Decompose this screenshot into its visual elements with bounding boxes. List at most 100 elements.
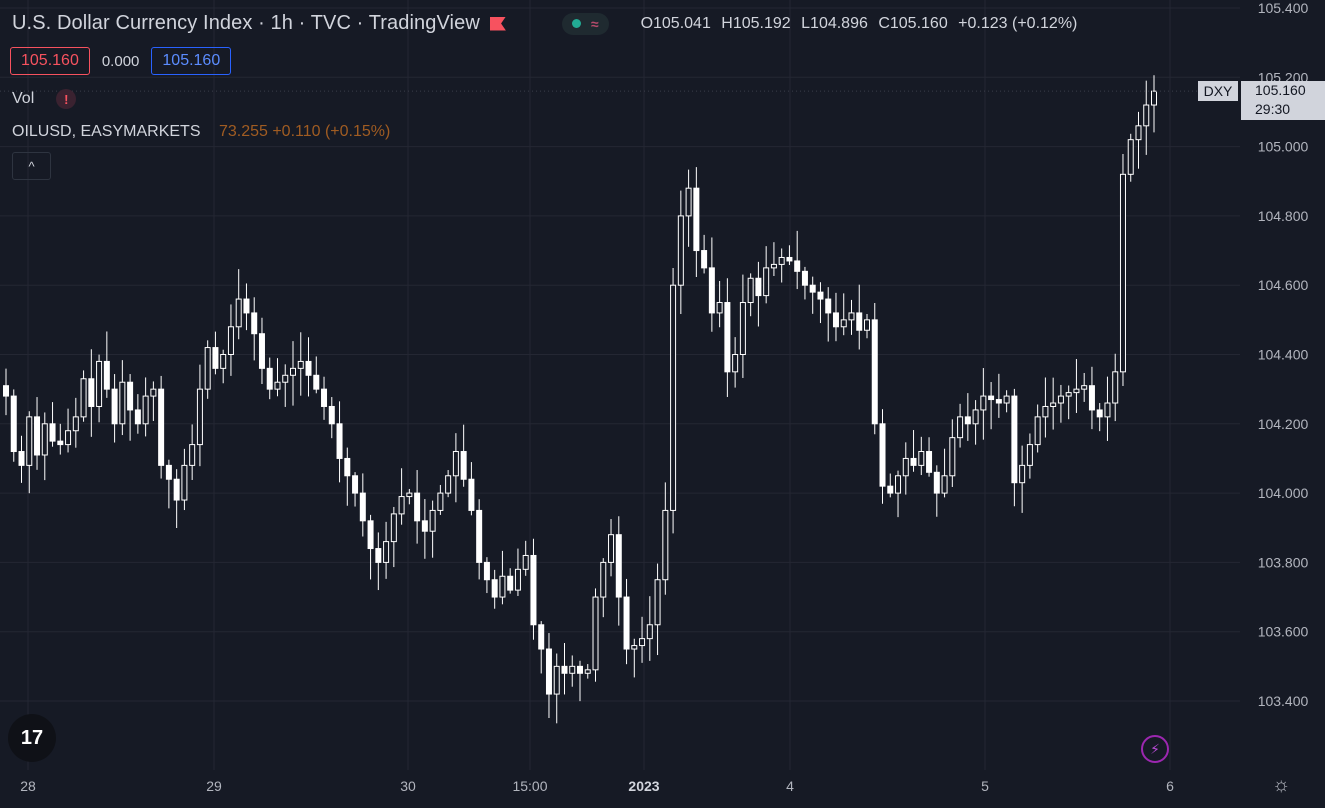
candle-body — [910, 457, 917, 466]
sell-button[interactable]: 105.160 — [10, 47, 90, 75]
x-tick-label: 2023 — [628, 778, 659, 794]
candle-body — [895, 475, 902, 494]
compare-legend: OILUSD, EASYMARKETS 73.255 +0.110 (+0.15… — [12, 123, 390, 141]
last-price-symbol-tag: DXY — [1198, 81, 1238, 101]
x-tick-label: 6 — [1166, 778, 1174, 794]
candle-body — [794, 260, 801, 272]
candle-body — [49, 423, 56, 442]
lightning-icon[interactable]: ⚡ — [1141, 735, 1169, 763]
candle-body — [134, 409, 141, 425]
candle-body — [615, 534, 622, 598]
candle-body — [545, 648, 552, 695]
y-tick-label: 103.600 — [1258, 624, 1309, 640]
y-tick-label: 104.600 — [1258, 277, 1309, 293]
symbol-title[interactable]: U.S. Dollar Currency Index · 1h · TVC · … — [12, 12, 480, 34]
candle-body — [778, 256, 785, 265]
candle-body — [507, 575, 514, 591]
candle-body — [445, 475, 452, 494]
candle-body — [243, 298, 250, 314]
y-tick-label: 103.800 — [1258, 554, 1309, 570]
candle-body — [1119, 173, 1126, 373]
candle-body — [181, 464, 188, 501]
candle-body — [406, 492, 413, 498]
candle-body — [623, 596, 630, 650]
bar-countdown: 29:30 — [1255, 101, 1291, 117]
candle-body — [701, 250, 708, 269]
flag-icon[interactable] — [489, 16, 506, 31]
compare-symbol[interactable]: OILUSD, EASYMARKETS — [12, 123, 201, 140]
candle-body — [57, 440, 64, 446]
candle-body — [1151, 90, 1157, 106]
candle-body — [1019, 464, 1026, 484]
candle-body — [429, 509, 436, 532]
warning-icon[interactable]: ! — [56, 89, 77, 109]
candle-body — [577, 665, 583, 674]
candle-body — [220, 354, 227, 369]
candle-body — [639, 638, 646, 647]
candle-body — [476, 509, 483, 563]
candle-body — [344, 457, 351, 477]
candle-body — [569, 665, 576, 674]
candle-body — [142, 395, 149, 425]
candle-body — [352, 475, 359, 494]
candle-body — [235, 298, 242, 328]
x-tick-label: 30 — [400, 778, 416, 794]
candle-body — [662, 509, 669, 581]
collapse-legend-button[interactable]: ^ — [12, 152, 51, 180]
candle-body — [840, 319, 847, 328]
candle-body — [189, 444, 196, 466]
candle-body — [3, 385, 9, 397]
candle-body — [258, 333, 265, 369]
candle-body — [1003, 395, 1010, 404]
y-tick-label: 104.000 — [1258, 485, 1309, 501]
candle-body — [158, 388, 165, 466]
candle-body — [499, 575, 506, 598]
candle-body — [514, 568, 521, 591]
candle-body — [96, 360, 103, 407]
candle-body — [538, 624, 545, 650]
candle-body — [251, 312, 258, 335]
candle-body — [1034, 416, 1041, 446]
candle-body — [848, 312, 855, 321]
candle-body — [1112, 371, 1119, 404]
candle-body — [390, 513, 397, 543]
candle-body — [359, 492, 366, 522]
candle-body — [127, 381, 134, 411]
candle-body — [530, 554, 537, 626]
candle-body — [941, 475, 948, 494]
candle-body — [600, 561, 607, 598]
candle-body — [964, 416, 971, 425]
volume-label[interactable]: Vol — [12, 90, 35, 107]
y-tick-label: 105.000 — [1258, 139, 1309, 155]
candle-body — [41, 423, 48, 456]
candle-body — [786, 256, 793, 262]
candle-body — [88, 378, 95, 407]
candle-body — [972, 409, 979, 425]
candle-body — [336, 423, 343, 459]
candle-body — [483, 561, 490, 581]
candle-body — [670, 284, 677, 511]
candle-body — [266, 367, 273, 390]
candle-body — [367, 520, 374, 550]
candle-body — [654, 579, 661, 626]
volume-legend: Vol ! — [12, 89, 77, 109]
candle-body — [111, 388, 118, 425]
candle-body — [10, 395, 17, 453]
candle-body — [452, 451, 459, 477]
candle-body — [398, 496, 405, 515]
candle-body — [770, 263, 777, 269]
tradingview-logo-icon[interactable]: 17 — [8, 714, 56, 762]
gear-icon[interactable]: ☼ — [1272, 774, 1291, 796]
candle-body — [1073, 388, 1080, 394]
candle-body — [34, 416, 41, 456]
candle-body — [918, 451, 925, 466]
candle-body — [646, 624, 653, 640]
market-status-pill[interactable]: ≈ — [561, 12, 609, 35]
candle-body — [561, 665, 568, 674]
candle-body — [708, 267, 715, 314]
candle-body — [926, 451, 933, 473]
candle-body — [747, 277, 754, 304]
buy-button[interactable]: 105.160 — [151, 47, 232, 75]
x-tick-label: 4 — [786, 778, 794, 794]
